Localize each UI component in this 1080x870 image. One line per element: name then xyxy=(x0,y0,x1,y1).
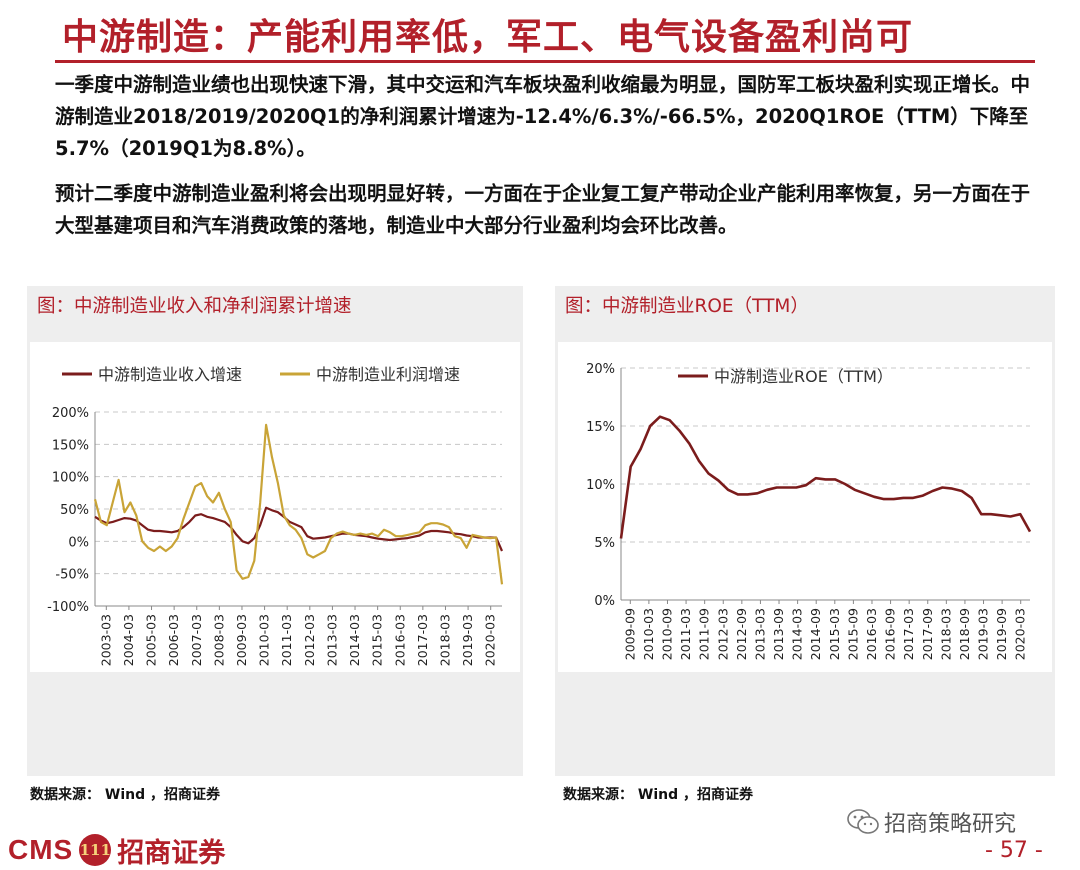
x-tick-label: 2013-03 xyxy=(752,608,767,660)
logo-badge-icon: 111 xyxy=(79,834,112,866)
x-tick-label: 2011-09 xyxy=(697,608,712,660)
body-paragraph-1: 一季度中游制造业绩也出现快速下滑，其中交运和汽车板块盈利收缩最为明显，国防军工板… xyxy=(55,73,1031,160)
x-tick-label: 2016-09 xyxy=(883,608,898,660)
x-tick-label: 2015-03 xyxy=(827,608,842,660)
x-tick-label: 2012-09 xyxy=(734,608,749,660)
x-tick-label: 2010-09 xyxy=(659,608,674,660)
chart-panel-growth: 图：中游制造业收入和净利润累计增速 -100% -50% 0% 50% 100% 150%… xyxy=(27,286,523,776)
page-number: - 57 - xyxy=(985,838,1043,863)
x-tick-label: 2011-03 xyxy=(678,608,693,660)
x-tick-label: 2020-03 xyxy=(483,614,498,666)
series-line-0 xyxy=(619,415,1032,539)
x-tick-label: 2014-03 xyxy=(347,614,362,666)
legend-label-0: 中游制造业ROE（TTM） xyxy=(714,367,893,386)
x-tick-label: 2009-03 xyxy=(234,614,249,666)
x-tick-label: 2018-09 xyxy=(957,608,972,660)
y-tick-label: -100% xyxy=(47,600,89,615)
x-tick-label: 2013-09 xyxy=(771,608,786,660)
x-tick-label: 2017-09 xyxy=(920,608,935,660)
x-tick-label: 2013-03 xyxy=(324,614,339,666)
y-tick-label: 150% xyxy=(52,438,89,453)
x-tick-label: 2009-09 xyxy=(622,608,637,660)
y-tick-label: 50% xyxy=(60,503,89,518)
x-tick-label: 2019-09 xyxy=(994,608,1009,660)
y-tick-label: 15% xyxy=(586,420,615,435)
chart-title-roe: 图：中游制造业ROE（TTM） xyxy=(565,296,809,317)
title-divider xyxy=(55,60,1035,63)
x-tick-label: 2010-03 xyxy=(257,614,272,666)
cms-logo: CMS 111 招商证券 xyxy=(8,832,226,869)
data-source-roe: 数据来源： Wind ，招商证券 xyxy=(563,787,753,803)
wechat-watermark: 招商策略研究 xyxy=(846,806,1016,838)
x-tick-label: 2016-03 xyxy=(392,614,407,666)
x-tick-label: 2019-03 xyxy=(460,614,475,666)
wechat-icon xyxy=(847,809,879,834)
x-tick-label: 2007-03 xyxy=(189,614,204,666)
x-tick-label: 2003-03 xyxy=(98,614,113,666)
chart-panel-roe: 图：中游制造业ROE（TTM） 0% 5% 10% 15% 20% 2009-09 2010… xyxy=(555,286,1055,776)
page-title: 中游制造：产能利用率低，军工、电气设备盈利尚可 xyxy=(62,16,914,58)
y-tick-label: 0% xyxy=(594,594,615,609)
logo-cn-text: 招商证券 xyxy=(117,837,226,869)
growth-chart-svg: -100% -50% 0% 50% 100% 150% 200% 2003-03 2004-03… xyxy=(47,365,504,666)
legend-label-0: 中游制造业收入增速 xyxy=(98,365,242,384)
x-tick-label: 2015-09 xyxy=(845,608,860,660)
x-tick-label: 2019-03 xyxy=(976,608,991,660)
x-tick-label: 2006-03 xyxy=(166,614,181,666)
y-tick-label: 200% xyxy=(52,406,89,421)
x-tick-label: 2008-03 xyxy=(211,614,226,666)
x-tick-label: 2015-03 xyxy=(370,614,385,666)
x-tick-label: 2011-03 xyxy=(279,614,294,666)
chart-title-growth: 图：中游制造业收入和净利润累计增速 xyxy=(37,296,352,317)
x-tick-label: 2005-03 xyxy=(144,614,159,666)
x-tick-label: 2016-03 xyxy=(864,608,879,660)
x-tick-label: 2010-03 xyxy=(641,608,656,660)
chart-plot-area-growth: -100% -50% 0% 50% 100% 150% 200% 2003-03 2004-03… xyxy=(30,342,520,672)
y-tick-label: 100% xyxy=(52,471,89,486)
series-line-0 xyxy=(94,506,504,552)
y-tick-label: 0% xyxy=(68,535,89,550)
logo-text: CMS xyxy=(8,834,74,865)
y-tick-label: 5% xyxy=(594,536,615,551)
y-tick-label: -50% xyxy=(55,568,89,583)
wechat-account-name: 招商策略研究 xyxy=(884,812,1017,837)
roe-chart-svg: 0% 5% 10% 15% 20% 2009-09 2010-03 2010-09 2011-0… xyxy=(586,362,1032,660)
series-line-1 xyxy=(93,423,504,585)
x-tick-label: 2004-03 xyxy=(121,614,136,666)
x-tick-label: 2018-03 xyxy=(938,608,953,660)
x-tick-label: 2012-03 xyxy=(715,608,730,660)
x-tick-label: 2020-03 xyxy=(1013,608,1028,660)
x-tick-label: 2014-03 xyxy=(790,608,805,660)
legend-label-1: 中游制造业利润增速 xyxy=(316,365,460,384)
y-tick-label: 10% xyxy=(586,478,615,493)
y-tick-label: 20% xyxy=(586,362,615,377)
x-tick-label: 2017-03 xyxy=(901,608,916,660)
data-source-growth: 数据来源： Wind ，招商证券 xyxy=(30,787,220,803)
chart-plot-area-roe: 0% 5% 10% 15% 20% 2009-09 2010-03 2010-09 2011-0… xyxy=(558,342,1052,672)
x-tick-label: 2018-03 xyxy=(437,614,452,666)
x-tick-label: 2012-03 xyxy=(302,614,317,666)
x-tick-label: 2014-09 xyxy=(808,608,823,660)
x-tick-label: 2017-03 xyxy=(415,614,430,666)
body-paragraph-2: 预计二季度中游制造业盈利将会出现明显好转，一方面在于企业复工复产带动企业产能利用… xyxy=(55,182,1031,237)
